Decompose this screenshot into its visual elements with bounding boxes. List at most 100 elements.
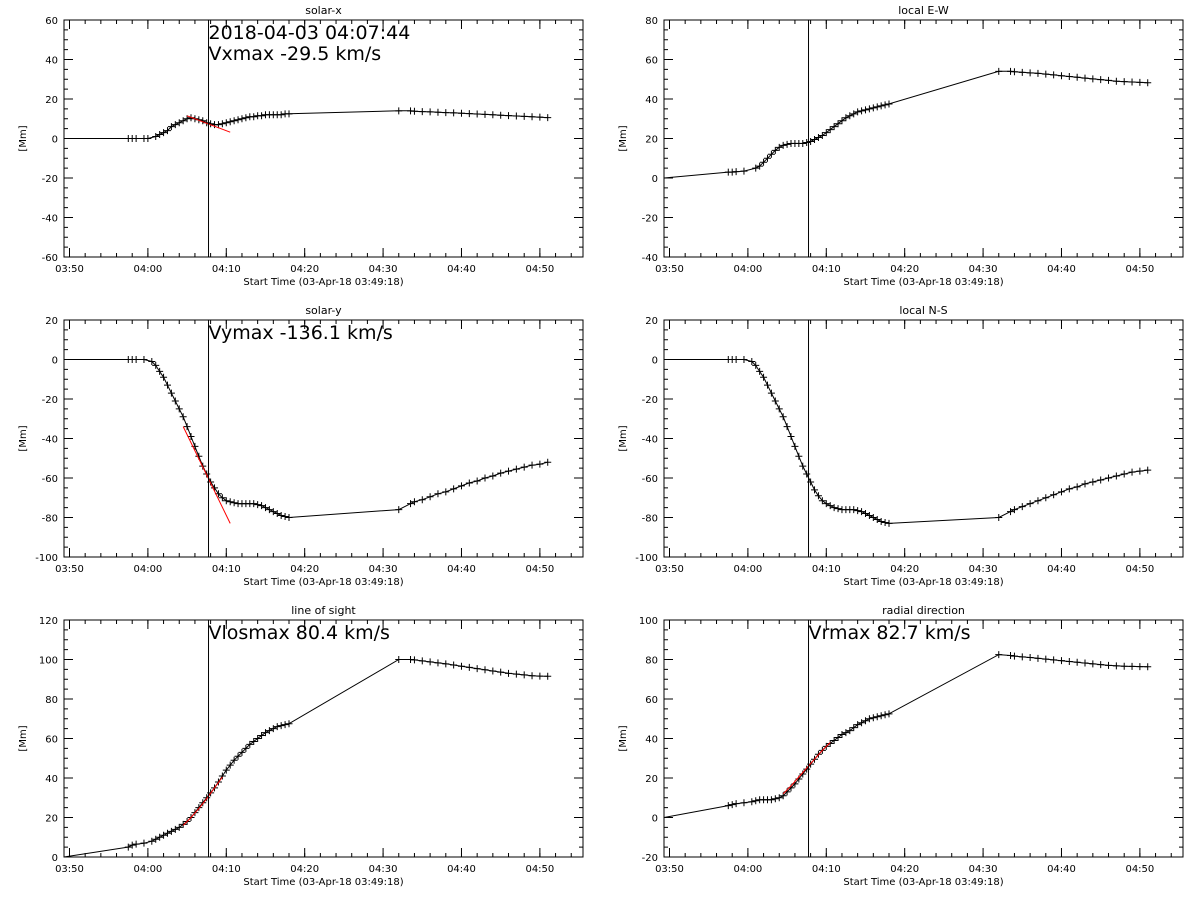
x-tick-label: 03:50 [655,564,684,575]
chart-title: radial direction [882,604,965,617]
x-tick-label: 04:20 [890,264,919,275]
y-tick-label: -40 [42,435,58,446]
panel: 03:50 04:00 04:10 04:20 04:30 04:40 04:50 -100 -… [18,304,584,588]
data-point [277,722,285,730]
series-line [664,359,1148,524]
data-point [505,669,513,677]
data-point [763,154,771,162]
data-point [442,109,450,117]
annotation: Vxmax -29.5 km/s [209,43,382,65]
data-point [799,770,807,778]
y-tick-label: -40 [642,435,658,446]
data-point [787,433,795,441]
x-axis-label: Start Time (03-Apr-18 03:49:18) [243,577,403,588]
data-point [760,373,768,381]
data-point [465,479,473,487]
data-point [1042,70,1050,78]
data-point [846,112,854,120]
x-axis-label: Start Time (03-Apr-18 03:49:18) [843,277,1003,288]
data-point [1112,77,1120,85]
data-point [795,452,803,460]
data-point [234,116,242,124]
data-point [1010,68,1018,76]
data-point [163,829,171,837]
data-point [1097,661,1105,669]
data-point [861,106,869,114]
data-point [140,839,148,847]
y-tick-label: 80 [645,656,658,667]
data-point [465,663,473,671]
y-tick-label: 0 [52,135,58,146]
y-tick-label: 0 [52,853,58,864]
data-point [767,150,775,158]
data-point [1105,76,1113,84]
data-point [799,139,807,147]
x-tick-label: 04:20 [290,864,319,875]
data-point [1081,480,1089,488]
data-point [1097,76,1105,84]
data-point [861,717,869,725]
data-point [740,356,748,363]
data-point [481,474,489,482]
data-point [1120,662,1128,670]
series-line [664,70,1148,179]
data-point [512,465,520,473]
data-point [830,504,838,512]
data-point [167,389,175,397]
data-point [250,113,258,121]
data-point [1026,500,1034,508]
data-point [822,129,830,137]
y-tick-label: -60 [42,474,58,485]
data-point [779,413,787,421]
data-point [995,651,1003,659]
data-point [814,492,822,500]
data-point [179,820,187,828]
data-point [258,502,266,510]
data-point [218,494,226,502]
data-point [995,514,1003,521]
data-point [1034,497,1042,505]
data-point [791,442,799,450]
x-tick-label: 03:50 [55,864,84,875]
x-tick-label: 04:10 [212,264,241,275]
panel: 03:50 04:00 04:10 04:20 04:30 04:40 04:50 0 20 40… [18,604,584,888]
plot-frame [63,319,584,558]
data-point [850,506,858,514]
data-point [767,389,775,397]
y-tick-label: -40 [642,253,658,264]
data-point [842,114,850,122]
data-point [748,798,756,806]
y-tick-label: 0 [652,174,658,185]
x-tick-label: 03:50 [55,264,84,275]
data-point [818,132,826,140]
x-tick-label: 04:10 [812,564,841,575]
data-point [156,367,164,375]
data-point [457,482,465,490]
y-tick-label: 60 [645,695,658,706]
data-point [885,519,893,527]
data-point [854,721,862,729]
data-point [1128,662,1136,670]
data-point [1057,72,1065,80]
y-tick-label: 0 [652,356,658,367]
x-tick-label: 04:40 [1047,564,1076,575]
data-point [269,508,277,516]
data-point [881,711,889,719]
data-point [748,357,756,365]
x-tick-label: 04:00 [133,264,162,275]
data-point [156,131,164,139]
data-point [265,506,273,514]
data-point [250,500,258,508]
data-point [395,107,403,115]
data-point [763,381,771,389]
data-point [152,133,160,141]
data-point [877,712,885,720]
y-tick-label: 20 [645,774,658,785]
data-point [183,423,191,431]
data-point [226,118,234,126]
data-point [222,497,230,505]
data-point [505,467,513,475]
data-point [854,108,862,116]
data-point [395,656,403,663]
x-tick-label: 04:20 [890,564,919,575]
